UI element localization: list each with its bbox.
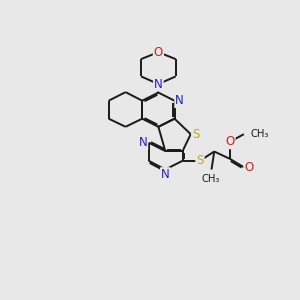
- Text: N: N: [161, 168, 170, 181]
- Text: N: N: [175, 94, 184, 107]
- Text: CH₃: CH₃: [201, 174, 220, 184]
- Text: S: S: [192, 128, 200, 141]
- Text: N: N: [154, 77, 163, 91]
- Text: O: O: [244, 161, 254, 174]
- Text: CH₃: CH₃: [251, 129, 269, 139]
- Text: O: O: [225, 135, 235, 148]
- Text: O: O: [154, 46, 163, 59]
- Text: N: N: [139, 136, 147, 149]
- Text: S: S: [196, 154, 204, 167]
